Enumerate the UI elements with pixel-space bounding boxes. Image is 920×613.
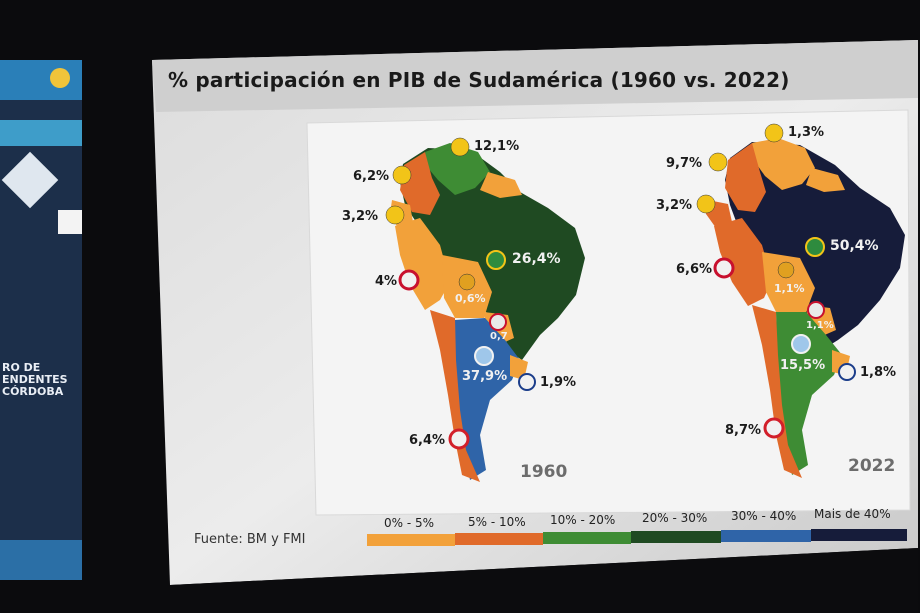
flag-chile-1960: [448, 428, 470, 450]
legend-swatch-3: [631, 531, 721, 543]
legend-label-2: 10% - 20%: [550, 513, 616, 527]
peru-2022: [714, 218, 772, 306]
flag-ecuador-2022: [696, 194, 716, 214]
legend-swatch-4: [721, 530, 811, 542]
year-label-1960: 1960: [520, 462, 568, 482]
flag-chile-2022: [763, 417, 785, 439]
banner-text: RO DE ENDENTES CÓRDOBA: [2, 361, 68, 398]
title-bar: [152, 40, 918, 112]
label-chile-2022: 8,7%: [725, 423, 762, 438]
label-argentina-2022: 15,5%: [780, 358, 826, 373]
label-peru-2022: 6,6%: [676, 262, 713, 277]
label-bolivia-1960: 0,6%: [455, 292, 486, 305]
label-brazil-2022: 50,4%: [830, 238, 879, 254]
chile-2022: [752, 305, 802, 478]
flag-brazil-2022: [805, 237, 825, 257]
flag-bolivia-2022: [777, 261, 795, 279]
argentina-2022: [776, 312, 842, 475]
flag-colombia-1960: [392, 165, 412, 185]
flag-brazil-1960: [486, 250, 506, 270]
label-peru-1960: 4%: [375, 274, 398, 289]
flag-ecuador-1960: [385, 205, 405, 225]
legend-label-4: 30% - 40%: [731, 509, 797, 523]
colombia-1960: [400, 152, 440, 215]
flag-peru-2022: [713, 257, 735, 279]
flag-uruguay-2022: [838, 363, 856, 381]
bolivia-2022: [762, 252, 815, 312]
legend-label-1: 5% - 10%: [468, 515, 526, 529]
label-uruguay-2022: 1,8%: [860, 365, 897, 380]
label-paraguay-2022: 1,1%: [806, 320, 834, 331]
flag-uruguay-1960: [518, 373, 536, 391]
map-1960: [385, 137, 585, 482]
source-note: Fuente: BM y FMI: [194, 532, 306, 547]
legend-swatch-2: [543, 532, 631, 544]
label-argentina-1960: 37,9%: [462, 369, 508, 384]
legend-label-5: Mais de 40%: [814, 507, 891, 521]
flag-paraguay-1960: [489, 313, 507, 331]
label-ecuador-2022: 3,2%: [656, 198, 693, 213]
venezuela-2022: [752, 138, 815, 190]
label-colombia-2022: 9,7%: [666, 156, 703, 171]
flag-peru-1960: [398, 269, 420, 291]
banner-shape: [0, 120, 82, 146]
banner-shape: [58, 210, 82, 234]
flag-venezuela-2022: [764, 123, 784, 143]
label-paraguay-1960: 0,7: [490, 331, 508, 342]
year-label-2022: 2022: [848, 456, 896, 476]
label-venezuela-2022: 1,3%: [788, 125, 825, 140]
label-chile-1960: 6,4%: [409, 433, 446, 448]
label-brazil-1960: 26,4%: [512, 251, 561, 267]
flag-venezuela-1960: [450, 137, 470, 157]
flag-paraguay-2022: [807, 301, 825, 319]
legend-bar: [367, 529, 907, 546]
slide-title: % participación en PIB de Sudamérica (19…: [168, 68, 790, 92]
map-2022: [696, 123, 905, 478]
argentina-1960: [455, 318, 520, 480]
guianas-2022: [806, 168, 845, 192]
label-venezuela-1960: 12,1%: [474, 139, 520, 154]
side-banner: RO DE ENDENTES CÓRDOBA: [0, 60, 82, 580]
flag-argentina-1960: [474, 346, 494, 366]
legend-label-3: 20% - 30%: [642, 511, 708, 525]
banner-shape: [50, 68, 70, 88]
legend-swatch-5: [811, 529, 907, 541]
legend-swatch-1: [455, 533, 543, 545]
chile-1960: [430, 310, 480, 482]
label-colombia-1960: 6,2%: [353, 169, 390, 184]
venezuela-1960: [425, 143, 490, 195]
stage-bottom: [170, 548, 918, 613]
flag-argentina-2022: [791, 334, 811, 354]
peru-1960: [395, 218, 450, 310]
legend-label-0: 0% - 5%: [384, 516, 435, 530]
label-bolivia-2022: 1,1%: [774, 282, 805, 295]
flag-bolivia-1960: [458, 273, 476, 291]
banner-shape: [0, 540, 82, 580]
legend-swatch-0: [367, 534, 455, 546]
label-uruguay-1960: 1,9%: [540, 375, 577, 390]
guianas-1960: [480, 172, 522, 198]
colombia-2022: [725, 143, 766, 212]
flag-colombia-2022: [708, 152, 728, 172]
label-ecuador-1960: 3,2%: [342, 209, 379, 224]
